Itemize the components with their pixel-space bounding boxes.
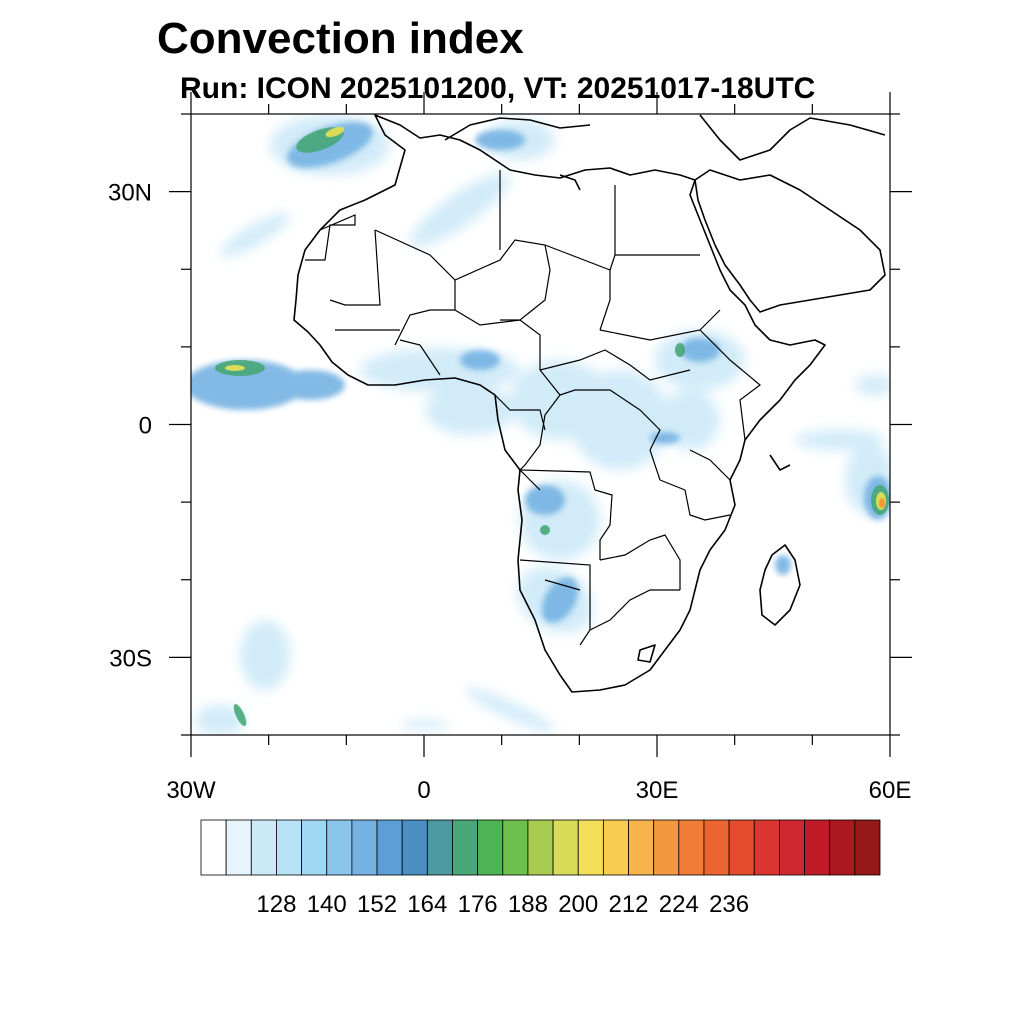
colorbar-swatch bbox=[753, 819, 780, 876]
colorbar-swatch bbox=[577, 819, 604, 876]
colorbar-swatch bbox=[502, 819, 529, 876]
colorbar-swatch bbox=[250, 819, 277, 876]
colorbar-label: 224 bbox=[659, 891, 699, 918]
colorbar-swatch bbox=[426, 819, 453, 876]
colorbar-swatch bbox=[653, 819, 680, 876]
colorbar-swatch bbox=[326, 819, 353, 876]
lon-tick-label: 30W bbox=[166, 777, 216, 804]
lat-tick-label: 30S bbox=[109, 645, 152, 672]
colorbar-swatch bbox=[527, 819, 554, 876]
colorbar-label: 236 bbox=[709, 891, 749, 918]
lat-tick-label: 0 bbox=[139, 413, 152, 440]
colorbar-label: 164 bbox=[407, 891, 447, 918]
colorbar-swatch bbox=[200, 819, 227, 876]
colorbar-label: 188 bbox=[508, 891, 548, 918]
colorbar-swatch bbox=[477, 819, 504, 876]
colorbar-label: 212 bbox=[608, 891, 648, 918]
convection-field bbox=[191, 115, 890, 735]
lat-tick-label: 30N bbox=[108, 180, 152, 207]
colorbar-swatch bbox=[301, 819, 328, 876]
colorbar-swatch bbox=[276, 819, 302, 876]
colorbar-swatch bbox=[602, 819, 629, 876]
axis-ticks bbox=[169, 92, 912, 757]
country-borders bbox=[305, 170, 761, 646]
colorbar-label: 176 bbox=[458, 891, 498, 918]
colorbar-labels: 128 140 152 164 176 188 200 212 224 236 bbox=[256, 891, 749, 918]
colorbar-swatch bbox=[225, 819, 252, 876]
colorbar-swatch bbox=[829, 819, 856, 876]
lon-tick-label: 60E bbox=[869, 777, 912, 804]
colorbar-label: 128 bbox=[256, 891, 296, 918]
colorbar-swatch bbox=[678, 819, 705, 876]
colorbar-swatch bbox=[779, 819, 805, 876]
lon-tick-label: 30E bbox=[636, 777, 679, 804]
colorbar-swatch bbox=[351, 819, 378, 876]
colorbar-swatch bbox=[401, 819, 428, 876]
colorbar-label: 200 bbox=[558, 891, 598, 918]
colorbar-swatch bbox=[804, 819, 831, 876]
lon-tick-label: 0 bbox=[417, 777, 430, 804]
colorbar-swatch bbox=[854, 819, 881, 876]
colorbar-swatch bbox=[703, 819, 730, 876]
colorbar-swatch bbox=[452, 819, 479, 876]
colorbar bbox=[200, 819, 881, 876]
axis-labels: 30W 0 30E 60E 30N 0 30S bbox=[108, 180, 911, 804]
coastlines bbox=[293, 114, 886, 693]
colorbar-label: 152 bbox=[357, 891, 397, 918]
chart-title: Convection index bbox=[157, 14, 524, 63]
chart-subtitle: Run: ICON 2025101200, VT: 20251017-18UTC bbox=[180, 72, 816, 105]
colorbar-swatch bbox=[376, 819, 403, 876]
colorbar-swatch bbox=[728, 819, 755, 876]
colorbar-swatch bbox=[628, 819, 655, 876]
colorbar-label: 140 bbox=[307, 891, 347, 918]
colorbar-swatch bbox=[552, 819, 579, 876]
